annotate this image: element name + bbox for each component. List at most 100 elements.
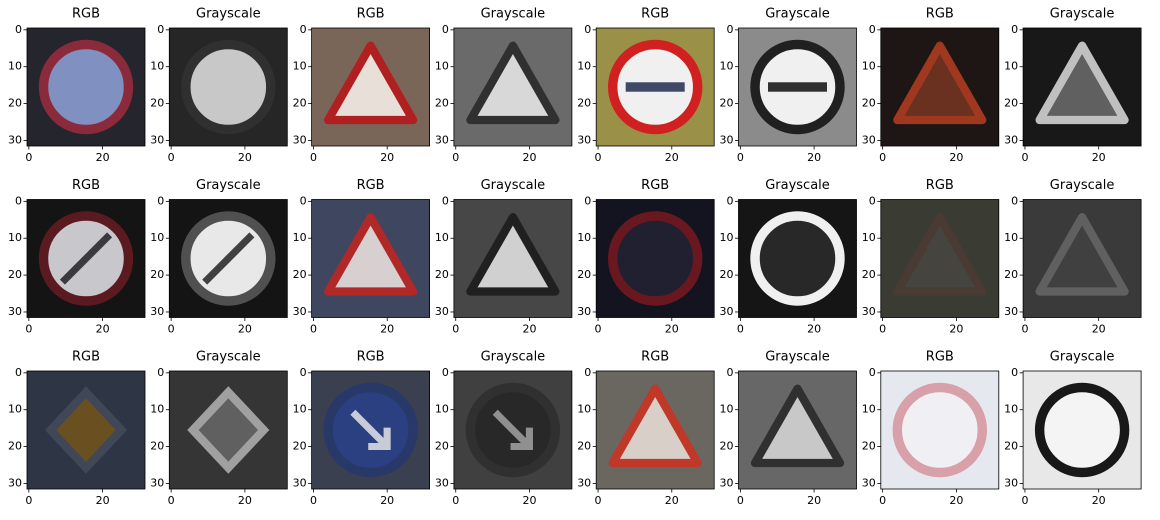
x-tick-label: 0 (25, 494, 32, 507)
image (1023, 199, 1142, 318)
subplot-title: Grayscale (765, 350, 830, 365)
x-tick-label: 20 (238, 494, 252, 507)
image (596, 199, 715, 318)
y-tick-label: 20 (862, 97, 876, 110)
x-tick-label: 20 (665, 323, 679, 336)
axes-frame (453, 199, 573, 318)
y-tick-label: 0 (869, 23, 876, 36)
image (169, 371, 288, 489)
x-tick-label: 0 (595, 323, 602, 336)
y-tick-label: 20 (150, 97, 164, 110)
x-tick-label: 0 (879, 323, 886, 336)
y-tick-label: 0 (300, 194, 307, 207)
axes-frame (738, 199, 857, 318)
axes-frame (738, 27, 857, 147)
axes-frame (168, 199, 288, 318)
x-tick-label: 20 (949, 323, 963, 336)
axes-frame (595, 27, 715, 147)
x-tick-label: 0 (879, 494, 886, 507)
x-tick-label: 20 (522, 151, 536, 164)
image (169, 199, 288, 318)
x-tick-label: 20 (238, 323, 252, 336)
y-tick-label: 20 (435, 97, 449, 110)
y-tick-label: 20 (150, 440, 164, 453)
y-tick-label: 10 (862, 231, 876, 244)
y-tick-label: 30 (720, 476, 734, 489)
x-tick-label: 0 (1021, 323, 1028, 336)
x-tick-label: 20 (1092, 323, 1106, 336)
axes-frame (26, 370, 146, 490)
image (738, 199, 857, 318)
y-tick-label: 10 (435, 403, 449, 416)
y-tick-label: 20 (8, 440, 22, 453)
y-tick-label: 20 (862, 440, 876, 453)
axes-frame (26, 199, 146, 318)
y-tick-label: 0 (584, 194, 591, 207)
y-tick-label: 10 (720, 60, 734, 73)
axes-frame (453, 27, 573, 147)
y-tick-label: 10 (720, 231, 734, 244)
axes-frame (880, 199, 1000, 318)
sign-arrow (350, 409, 391, 451)
y-tick-label: 10 (1004, 60, 1018, 73)
y-tick-label: 20 (435, 268, 449, 281)
image (880, 199, 999, 318)
y-tick-label: 0 (1011, 194, 1018, 207)
subplot-title: RGB (357, 178, 385, 193)
x-tick-label: 20 (1092, 494, 1106, 507)
subplot-title: Grayscale (765, 7, 830, 22)
y-tick-label: 0 (727, 366, 734, 379)
x-tick-label: 20 (807, 323, 821, 336)
y-tick-label: 0 (869, 366, 876, 379)
y-tick-label: 10 (293, 231, 307, 244)
image (27, 199, 145, 318)
x-tick-label: 20 (949, 494, 963, 507)
sign (893, 213, 987, 296)
y-tick-label: 30 (720, 305, 734, 318)
image (880, 28, 999, 146)
y-tick-label: 10 (577, 60, 591, 73)
y-tick-label: 20 (577, 97, 591, 110)
y-tick-label: 30 (862, 305, 876, 318)
y-tick-label: 10 (435, 231, 449, 244)
subplot-title: Grayscale (196, 178, 261, 193)
sign (181, 39, 276, 135)
y-tick-label: 10 (435, 60, 449, 73)
axes-frame (1022, 27, 1142, 147)
y-tick-label: 0 (300, 366, 307, 379)
sign-bar (768, 82, 827, 92)
y-tick-label: 10 (150, 231, 164, 244)
x-tick-label: 20 (1092, 151, 1106, 164)
axes-frame (595, 370, 715, 490)
y-tick-label: 0 (157, 366, 164, 379)
x-tick-label: 20 (522, 494, 536, 507)
x-tick-label: 20 (96, 494, 110, 507)
y-tick-label: 10 (150, 60, 164, 73)
y-tick-label: 30 (150, 476, 164, 489)
y-tick-label: 10 (862, 403, 876, 416)
image (169, 28, 288, 146)
x-tick-label: 0 (310, 323, 317, 336)
image (453, 371, 572, 489)
x-tick-label: 20 (238, 151, 252, 164)
subplot-title: Grayscale (481, 178, 546, 193)
y-tick-label: 0 (727, 194, 734, 207)
subplot-title: Grayscale (481, 350, 546, 365)
y-tick-label: 20 (435, 440, 449, 453)
axes-frame (880, 27, 1000, 147)
sign (44, 386, 128, 474)
y-tick-label: 20 (720, 268, 734, 281)
sign (1035, 41, 1129, 125)
axes-frame (168, 370, 288, 490)
